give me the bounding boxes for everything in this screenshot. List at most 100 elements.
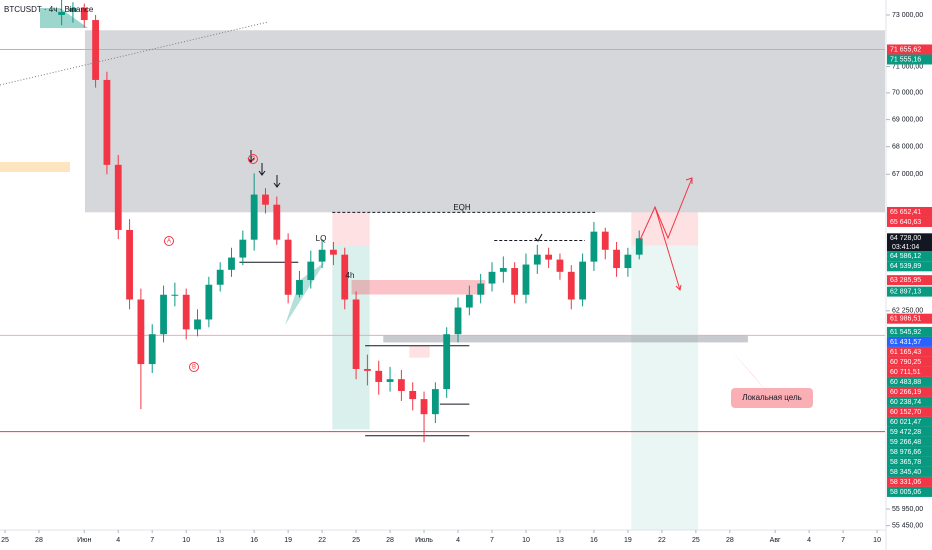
price-label: 61 431,57	[890, 339, 921, 346]
price-label-box	[887, 356, 932, 367]
price-label-box	[887, 456, 932, 467]
y-tick-label: 71 000,00	[892, 63, 923, 70]
price-label-box	[887, 251, 932, 262]
annotation-marker	[189, 362, 199, 372]
x-tick-label: 10	[182, 537, 190, 544]
candle-body	[624, 254, 632, 269]
callout-pointer	[731, 350, 768, 393]
price-label-box	[887, 486, 932, 497]
candle-body	[499, 268, 507, 272]
price-label-box	[887, 416, 932, 427]
candle-body	[296, 280, 303, 295]
price-label: 62 897,13	[890, 288, 921, 295]
x-tick-label: 16	[590, 537, 598, 544]
x-tick-label: 10	[873, 537, 881, 544]
projection	[639, 177, 768, 393]
callout	[731, 388, 813, 408]
annotation: A	[167, 239, 171, 245]
candle-body	[477, 283, 485, 295]
zone	[631, 245, 699, 530]
zone	[332, 245, 370, 430]
plot-area	[0, 0, 886, 530]
annotation: Локальная цель	[742, 393, 802, 402]
candle-body	[443, 334, 451, 390]
candle-body	[465, 294, 473, 308]
annotation: 4h	[346, 271, 355, 280]
price-label: 60 711,51	[890, 369, 921, 376]
price-label-box	[887, 376, 932, 387]
zone	[383, 335, 748, 343]
orange-zone	[0, 162, 70, 172]
candle-body	[590, 231, 598, 262]
price-label-box	[887, 446, 932, 457]
candle-body	[194, 319, 201, 330]
candle-body	[262, 194, 269, 205]
price-label: 64 586,12	[890, 253, 921, 260]
price-label-box	[887, 261, 932, 272]
candle-body	[522, 264, 530, 295]
price-label: 71 655,62	[890, 46, 921, 53]
candle-body	[80, 7, 88, 21]
candle-body	[579, 261, 586, 300]
x-tick-label: 28	[386, 537, 394, 544]
candle-body	[601, 231, 609, 250]
projection-up	[639, 177, 693, 241]
countdown-box	[887, 242, 932, 252]
price-label: 64 728,00	[890, 235, 921, 242]
y-tick-label: 68 000,00	[892, 144, 923, 151]
candle-body	[273, 204, 281, 240]
x-tick-label: 28	[726, 537, 734, 544]
candle-body	[556, 259, 564, 272]
candle-body	[171, 294, 179, 296]
candle-body	[228, 257, 235, 270]
candle-body	[364, 368, 371, 371]
candle-body	[182, 294, 190, 330]
y-tick-label: 73 000,00	[892, 12, 923, 19]
price-label-box	[887, 44, 932, 55]
zone	[351, 280, 486, 295]
candle-body	[409, 390, 417, 400]
price-label-box	[887, 436, 932, 447]
x-tick-label: 25	[1, 537, 9, 544]
candle-body	[250, 194, 258, 240]
arrow-down	[273, 175, 281, 188]
price-label-box	[887, 426, 932, 437]
candle-body	[420, 399, 428, 415]
candle-body	[103, 79, 111, 165]
candle-body	[205, 284, 213, 320]
trend-line	[0, 21, 269, 86]
annotation: D	[251, 157, 256, 163]
price-label-box	[887, 326, 932, 337]
pattern	[285, 262, 325, 325]
x-tick-label: 7	[490, 537, 494, 544]
price-label-box	[887, 216, 932, 227]
pattern	[40, 8, 88, 28]
candle-body	[137, 299, 145, 365]
candle-body	[216, 269, 224, 285]
candle-body	[318, 249, 326, 262]
price-label: 71 555,16	[890, 56, 921, 63]
price-label: 65 652,41	[890, 209, 921, 216]
price-label: 58 365,78	[890, 459, 921, 466]
price-label: 64 539,89	[890, 263, 921, 270]
x-tick-label: Июль	[415, 537, 433, 544]
annotation-marker	[164, 236, 174, 246]
y-tick-label: 69 000,00	[892, 116, 923, 123]
candle-body	[330, 249, 337, 255]
x-tick-label: Июн	[77, 537, 91, 544]
price-label-box	[887, 336, 932, 347]
x-tick-label: 13	[556, 537, 564, 544]
x-tick-label: 25	[692, 537, 700, 544]
price-label-box	[887, 466, 932, 477]
annotation: EQH	[453, 203, 471, 212]
candle-body	[284, 239, 292, 295]
candle-body	[69, 7, 77, 12]
x-tick-label: 4	[807, 537, 811, 544]
x-tick-label: 7	[841, 537, 845, 544]
price-label-box	[887, 476, 932, 487]
price-label-box	[887, 286, 932, 297]
candle-body	[239, 239, 247, 258]
x-tick-label: 22	[658, 537, 666, 544]
candle-body	[92, 20, 99, 80]
